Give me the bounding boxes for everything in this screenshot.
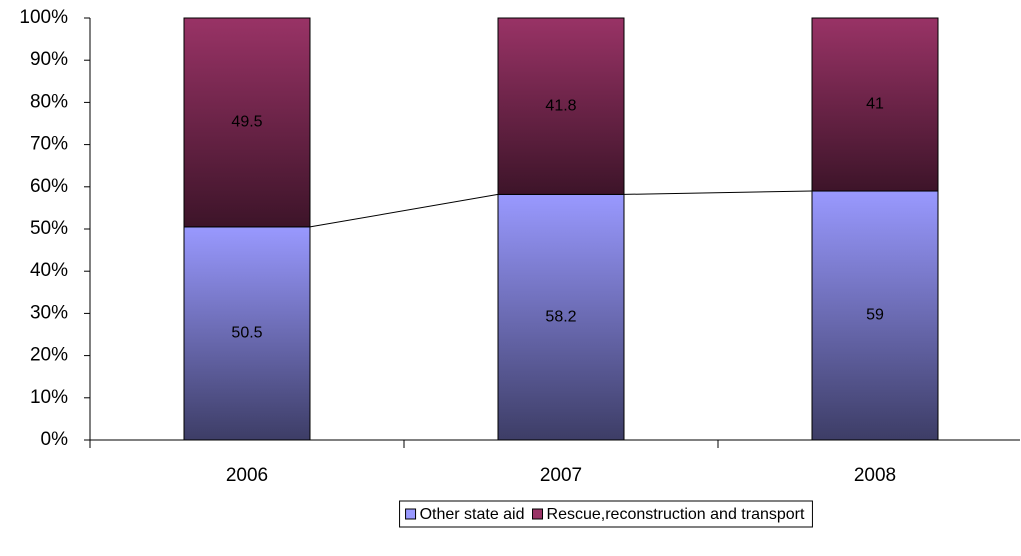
y-tick-label: 50% [30, 218, 68, 239]
bar-segment [497, 193, 625, 441]
series-line [309, 193, 499, 228]
legend-label: Other state aid [420, 506, 525, 523]
y-tick-label: 80% [30, 91, 68, 112]
bar-segment [811, 17, 939, 192]
data-label: 58.2 [545, 308, 576, 325]
y-tick-label: 20% [30, 345, 68, 366]
y-tick-label: 70% [30, 134, 68, 155]
data-label: 50.5 [231, 325, 262, 342]
y-tick-label: 30% [30, 302, 68, 323]
legend-swatch [405, 508, 417, 520]
x-tick-label: 2006 [226, 465, 268, 486]
y-tick-label: 10% [30, 387, 68, 408]
data-label: 49.5 [231, 114, 262, 131]
legend [399, 500, 813, 528]
data-label: 41.8 [545, 97, 576, 114]
bar-segment [183, 226, 311, 441]
bar-segment [183, 17, 311, 228]
bar-segment [811, 190, 939, 441]
legend-swatch [532, 508, 544, 520]
y-tick-label: 40% [30, 260, 68, 281]
y-tick-label: 0% [41, 429, 69, 450]
data-label: 59 [866, 307, 884, 324]
legend-label: Rescue,reconstruction and transport [547, 506, 805, 523]
data-label: 41 [866, 96, 884, 113]
y-tick-label: 100% [19, 7, 68, 28]
x-tick-label: 2008 [854, 465, 896, 486]
x-tick-label: 2007 [540, 465, 582, 486]
y-tick-label: 60% [30, 176, 68, 197]
series-line [623, 190, 813, 195]
bar-segment [497, 17, 625, 195]
y-tick-label: 90% [30, 49, 68, 70]
